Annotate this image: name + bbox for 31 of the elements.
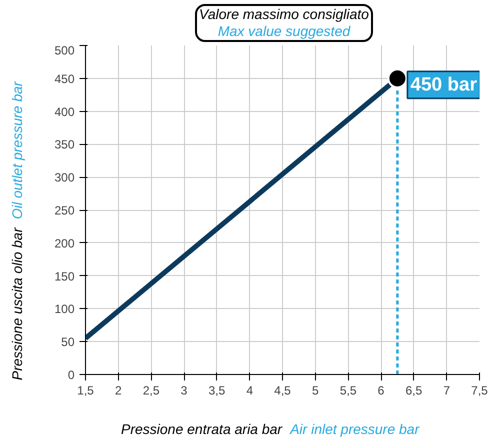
y-tick-label: 200 — [54, 236, 75, 250]
x-tick-label: 3 — [180, 384, 188, 398]
y-tick-label: 100 — [54, 302, 75, 316]
y-tick-label: 0 — [68, 368, 75, 382]
x-tick-label: 1,5 — [77, 384, 94, 398]
y-tick-label: 400 — [54, 104, 75, 119]
y-tick-label: 50 — [61, 335, 75, 350]
x-axis-title: Pressione entrata aria bar — [121, 421, 282, 437]
text: Valore massimo consigliato — [199, 6, 369, 22]
y-tick-label: 150 — [54, 269, 75, 284]
y-tick-label: 250 — [54, 204, 75, 218]
y-axis-title: Pressione uscita olio bar — [9, 227, 25, 380]
y-tick-label: 500 — [54, 44, 75, 58]
y-tick-label: 350 — [54, 138, 75, 152]
x-tick-label: 4 — [246, 384, 254, 398]
annotation: 450 bar — [410, 74, 478, 96]
x-tick-label: 2,5 — [142, 384, 160, 398]
x-tick-label: 6 — [378, 384, 385, 398]
x-tick-label: 5 — [312, 384, 319, 398]
x-tick-label: 5,5 — [340, 384, 357, 398]
text: Max value suggested — [218, 23, 350, 39]
text: Air inlet pressure bar — [290, 421, 420, 437]
x-tick-label: 2 — [114, 384, 122, 398]
x-tick-label: 7 — [443, 384, 450, 398]
x-tick-label: 7,5 — [471, 384, 488, 398]
x-tick-label: 4,5 — [274, 384, 292, 398]
x-tick-label: 6,5 — [405, 384, 422, 398]
text: Oil outlet pressure bar — [9, 82, 25, 220]
x-tick-label: 3,5 — [208, 384, 226, 398]
y-tick-label: 450 — [54, 72, 75, 86]
y-tick-label: 300 — [54, 170, 75, 185]
